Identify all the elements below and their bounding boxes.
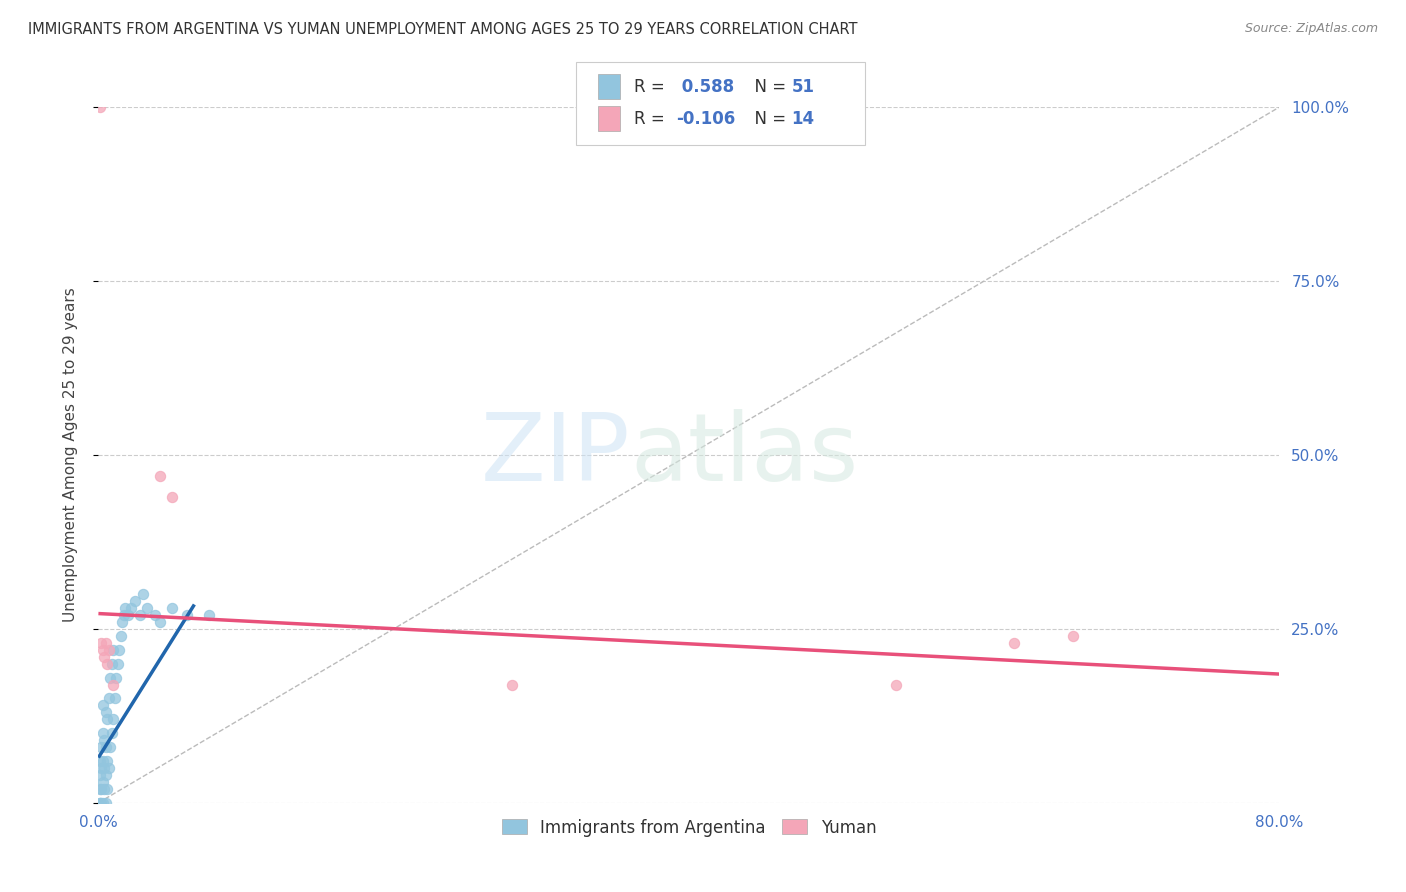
Point [884, 677, 907, 691]
Point [91, 698, 114, 713]
Point [103, 642, 125, 657]
Point [90, 781, 112, 796]
Point [91, 775, 114, 789]
Point [98, 671, 121, 685]
Point [96, 754, 118, 768]
Text: Source: ZipAtlas.com: Source: ZipAtlas.com [1244, 22, 1378, 36]
Point [110, 629, 132, 643]
Point [89, 796, 111, 810]
Text: R =: R = [634, 78, 671, 95]
Point [93, 761, 115, 775]
Y-axis label: Unemployment Among Ages 25 to 29 years: Unemployment Among Ages 25 to 29 years [63, 287, 77, 623]
Point [93, 781, 115, 796]
Point [198, 607, 221, 622]
Point [94, 796, 117, 810]
Point [111, 615, 134, 629]
Text: 14: 14 [792, 110, 814, 128]
Point [91, 796, 114, 810]
Point [96, 712, 118, 726]
Point [89, 754, 111, 768]
Point [162, 490, 183, 504]
Point [94, 740, 117, 755]
Point [97, 642, 120, 657]
Text: N =: N = [744, 78, 792, 95]
Point [98, 740, 121, 755]
Point [132, 587, 155, 601]
Legend: Immigrants from Argentina, Yuman: Immigrants from Argentina, Yuman [495, 812, 883, 843]
Point [1002, 636, 1025, 650]
Point [128, 607, 150, 622]
Point [96, 657, 118, 671]
Point [90, 636, 112, 650]
Point [162, 601, 183, 615]
Point [96, 781, 118, 796]
Point [90, 761, 112, 775]
Point [91, 642, 114, 657]
Text: ZIP: ZIP [481, 409, 630, 501]
Point [93, 733, 115, 747]
Point [89, 781, 111, 796]
Point [176, 607, 198, 622]
Text: IMMIGRANTS FROM ARGENTINA VS YUMAN UNEMPLOYMENT AMONG AGES 25 TO 29 YEARS CORREL: IMMIGRANTS FROM ARGENTINA VS YUMAN UNEMP… [28, 22, 858, 37]
Point [97, 691, 120, 706]
Point [89, 100, 111, 114]
Text: atlas: atlas [630, 409, 858, 501]
Text: N =: N = [744, 110, 792, 128]
Point [112, 607, 135, 622]
Point [94, 706, 117, 720]
Text: -0.106: -0.106 [676, 110, 735, 128]
Point [100, 726, 122, 740]
Point [91, 726, 114, 740]
Point [149, 615, 172, 629]
Point [104, 691, 127, 706]
Point [136, 601, 159, 615]
Point [108, 642, 131, 657]
Text: 51: 51 [792, 78, 814, 95]
Point [1062, 629, 1084, 643]
Point [103, 677, 125, 691]
Point [501, 677, 523, 691]
Point [97, 761, 120, 775]
Point [103, 712, 125, 726]
Point [100, 657, 122, 671]
Point [124, 594, 146, 608]
Point [120, 601, 142, 615]
Text: 0.588: 0.588 [676, 78, 734, 95]
Point [117, 607, 139, 622]
Point [90, 740, 112, 755]
Point [94, 768, 117, 782]
Point [114, 601, 136, 615]
Point [93, 649, 115, 664]
Point [94, 636, 117, 650]
Point [149, 468, 172, 483]
Point [89, 796, 111, 810]
Text: R =: R = [634, 110, 671, 128]
Point [107, 657, 129, 671]
Point [91, 754, 114, 768]
Point [89, 768, 111, 782]
Point [143, 607, 166, 622]
Point [90, 796, 112, 810]
Point [105, 671, 128, 685]
